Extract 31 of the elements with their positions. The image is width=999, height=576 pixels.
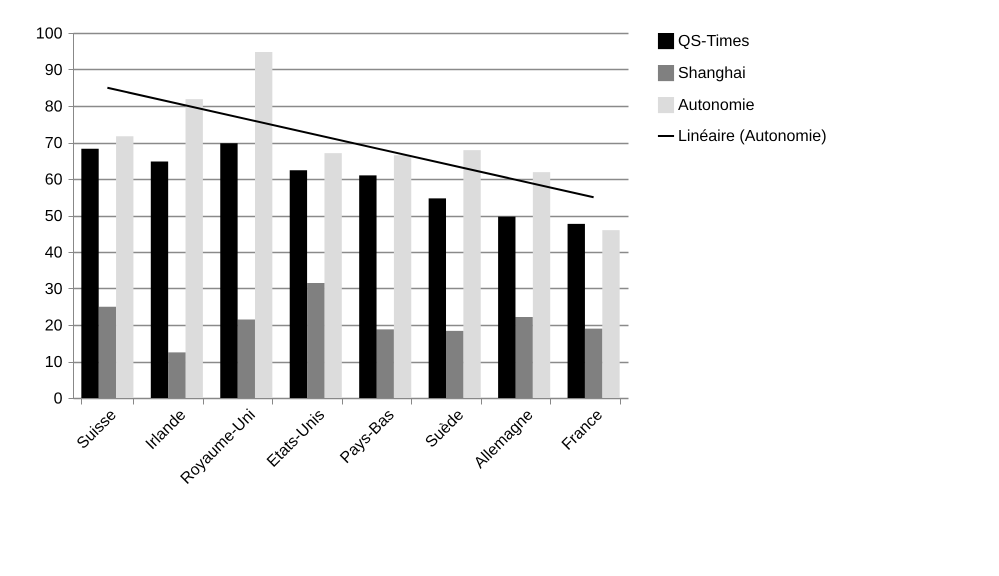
y-tick-label: 40 <box>44 244 63 262</box>
y-tick-label: 10 <box>44 354 63 371</box>
y-tick-label: 60 <box>44 172 63 188</box>
y-tick-label: 90 <box>44 62 63 79</box>
y-tick-label: 30 <box>44 281 63 298</box>
y-tick-label: 80 <box>44 98 63 116</box>
legend-label: QS-Times <box>678 33 750 50</box>
y-tick-label: 20 <box>44 318 63 334</box>
bar <box>602 230 620 398</box>
bar <box>532 172 550 398</box>
bar <box>324 153 342 398</box>
legend-label: Autonomie <box>678 97 755 114</box>
bar <box>290 170 308 398</box>
bar <box>220 143 238 398</box>
bar <box>498 216 516 398</box>
bar <box>81 148 99 398</box>
bar <box>186 99 203 398</box>
bar <box>116 136 134 398</box>
bar <box>428 198 446 398</box>
y-tick-label: 70 <box>44 135 63 152</box>
y-tick-label: 100 <box>36 26 63 42</box>
y-tick-label: 50 <box>44 208 63 225</box>
bar <box>359 175 377 398</box>
legend-label: Shanghai <box>678 65 746 82</box>
legend-label: Linéaire (Autonomie) <box>678 128 827 145</box>
bar <box>394 155 412 398</box>
bar <box>254 52 272 398</box>
bar <box>463 150 481 398</box>
bar <box>568 224 585 398</box>
y-tick-label: 0 <box>54 390 63 408</box>
bar <box>150 161 168 398</box>
